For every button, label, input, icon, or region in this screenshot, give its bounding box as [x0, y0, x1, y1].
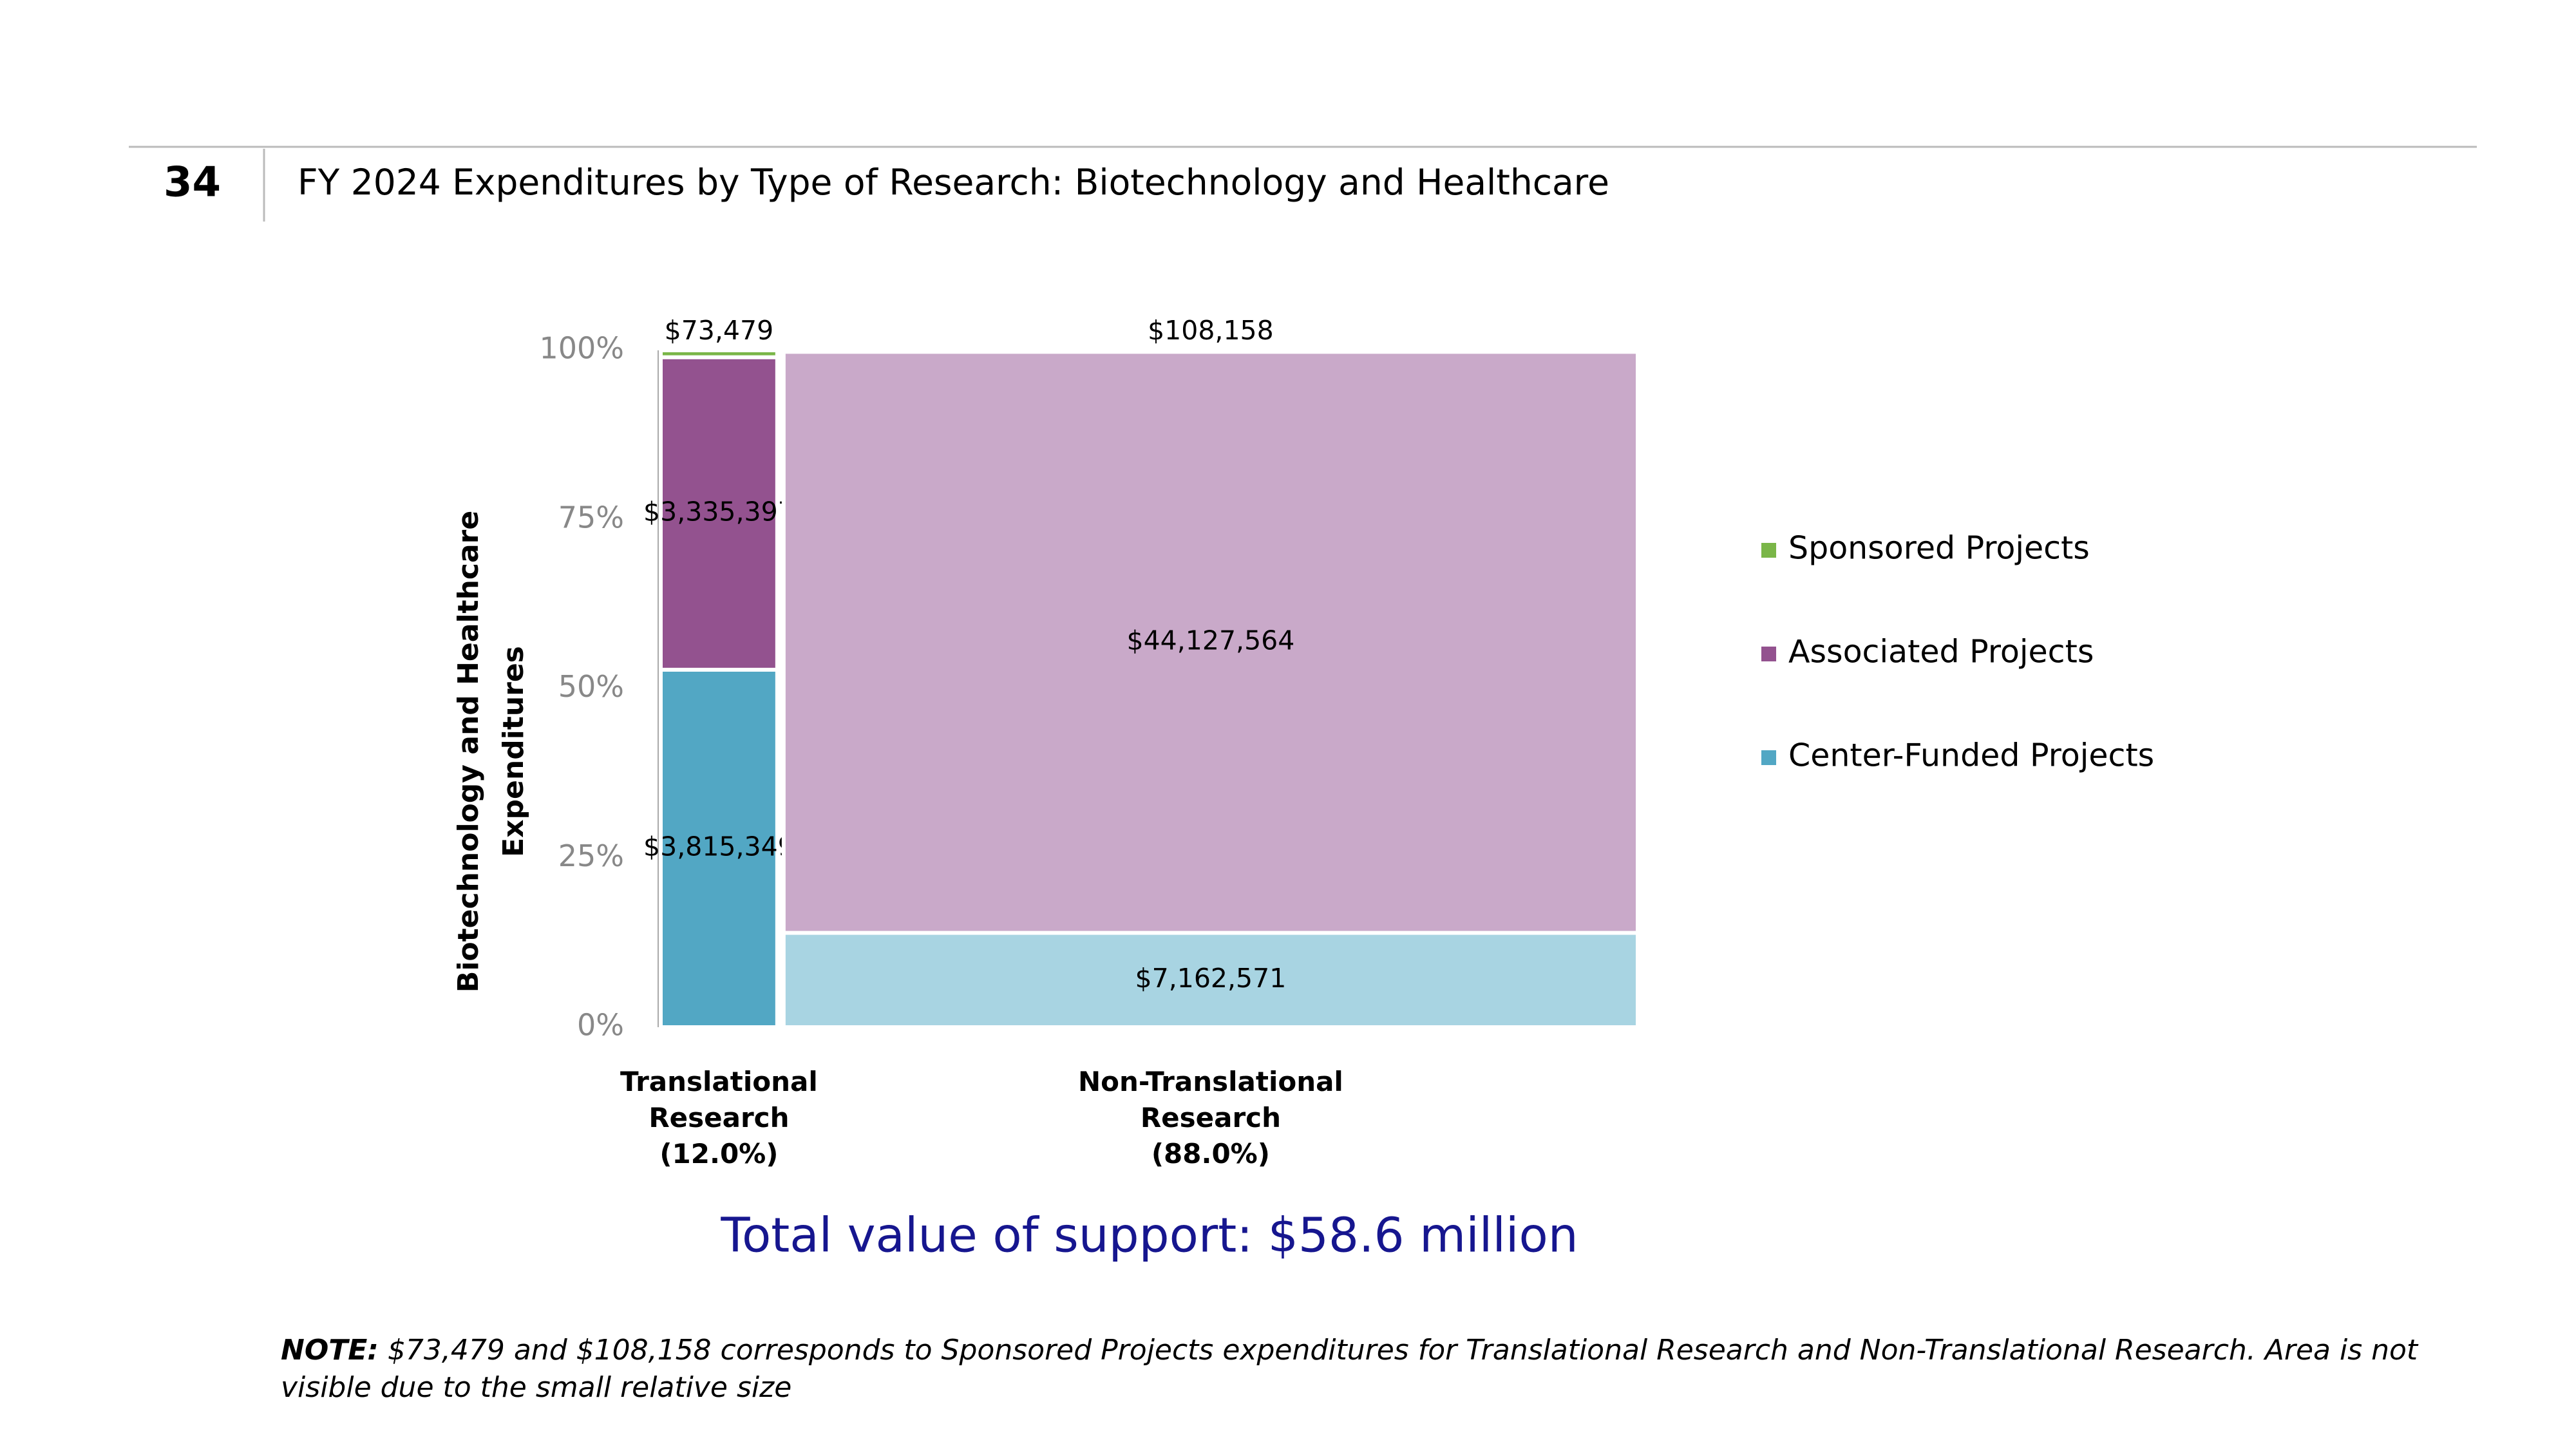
- legend-swatch: [1761, 750, 1776, 765]
- data-label: $3,335,397: [643, 496, 795, 527]
- y-tick-label: 25%: [558, 838, 624, 873]
- page-title: FY 2024 Expenditures by Type of Research…: [298, 162, 1609, 203]
- y-tick-label: 75%: [558, 500, 624, 535]
- note: NOTE: $73,479 and $108,158 corresponds t…: [281, 1332, 2432, 1406]
- x-tick-label: Non-Translational Research (88.0%): [1043, 1064, 1378, 1172]
- data-label: $3,815,349: [643, 831, 795, 862]
- legend-swatch: [1761, 647, 1776, 661]
- data-label: $7,162,571: [1135, 963, 1287, 994]
- note-text: $73,479 and $108,158 corresponds to Spon…: [281, 1334, 2418, 1404]
- x-tick-label: Translational Research (12.0%): [551, 1064, 886, 1172]
- data-label: $73,479: [665, 315, 774, 346]
- segment: [781, 348, 1640, 354]
- note-label: NOTE:: [281, 1334, 379, 1367]
- y-axis-label: Biotechnology and Healthcare Expenditure…: [452, 510, 530, 993]
- segment: [781, 350, 1640, 935]
- y-tick-label: 0%: [577, 1008, 624, 1043]
- segment: [781, 931, 1640, 1030]
- segment: [659, 348, 779, 359]
- category-name: Non-Translational Research: [1077, 1066, 1343, 1133]
- y-tick-label: 50%: [558, 669, 624, 704]
- data-label: $108,158: [1148, 315, 1274, 346]
- category-share: (88.0%): [1151, 1138, 1270, 1170]
- legend-label: Sponsored Projects: [1788, 530, 2090, 567]
- category-name: Translational Research: [620, 1066, 818, 1133]
- data-label: $44,127,564: [1126, 625, 1294, 656]
- legend-label: Center-Funded Projects: [1788, 737, 2154, 774]
- page-number: 34: [164, 159, 221, 207]
- category-share: (12.0%): [659, 1138, 779, 1170]
- y-tick-label: 100%: [539, 331, 624, 366]
- legend-swatch: [1761, 543, 1776, 558]
- legend-label: Associated Projects: [1788, 634, 2094, 670]
- segment: [659, 667, 779, 1029]
- chart-subtitle: Total value of support: $58.6 million: [720, 1208, 1578, 1264]
